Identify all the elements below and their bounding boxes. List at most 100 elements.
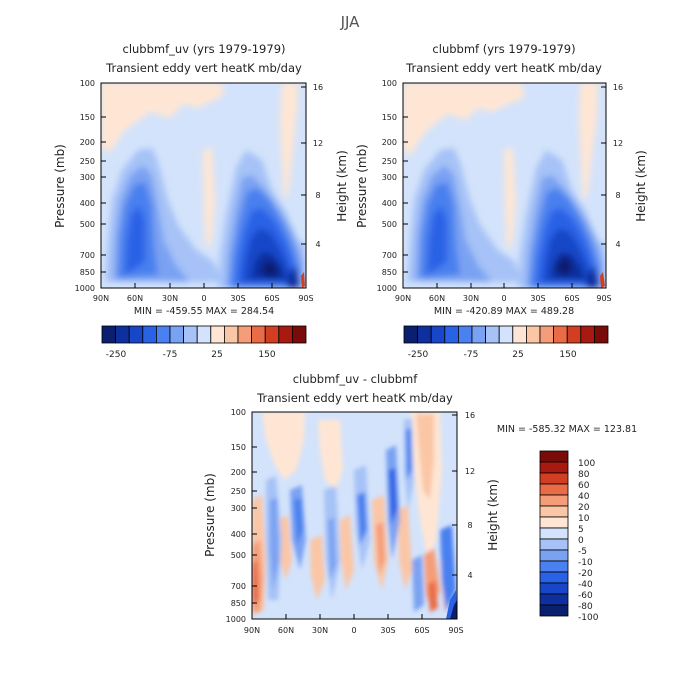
panel-c-ytick: 300 (231, 504, 246, 513)
panel-b-xtick-marks (436, 283, 573, 288)
panel-a-xtick: 90N (93, 294, 109, 303)
panel-c-colorbar: 100 80 60 40 20 10 5 0 -5 -10 -20 -40 -6… (539, 450, 599, 623)
colorbar-swatch (155, 325, 171, 344)
colorbar-swatch (457, 325, 473, 344)
panel-c-orange-mid-top (318, 420, 343, 490)
colorbar-swatch (566, 325, 582, 344)
panel-c-y2tick: 8 (467, 521, 472, 530)
panel-c-y2label: Height (km) (486, 479, 500, 550)
panel-a-subtitle: Transient eddy vert heatK mb/day (105, 61, 302, 75)
panel-c-xtick: 90N (244, 626, 260, 635)
panel-a-y2tick: 8 (315, 191, 320, 200)
panel-a-heatmap (101, 83, 306, 288)
panel-c-blue-6b (389, 468, 397, 525)
panel-c-xtick: 0 (351, 626, 356, 635)
colorbar-swatch (142, 325, 157, 344)
panel-c-ytick: 100 (231, 408, 246, 417)
panel-c-colorbar-label: 60 (578, 481, 590, 491)
panel-a-ytick: 100 (80, 79, 95, 88)
panel-a-title: clubbmf_uv (yrs 1979-1979) (123, 42, 286, 56)
panel-b-y2-ticks: 16 12 8 4 (601, 83, 623, 249)
panel-c-y2-ticks: 16 12 8 4 (452, 411, 475, 580)
panel-a-nh-level-4 (125, 205, 145, 275)
panel-c-orange-blob-1 (278, 515, 292, 580)
panel-b-colorbar-label: -250 (408, 350, 429, 360)
panel-a-y2tick: 4 (315, 240, 320, 249)
colorbar-swatch (594, 325, 609, 344)
panel-a-xtick-marks (134, 283, 273, 288)
panel-a-xtick: 60N (127, 294, 143, 303)
panel-b-stats: MIN = -420.89 MAX = 489.28 (434, 306, 574, 317)
panel-b-colorbar-label: 25 (512, 350, 523, 360)
panel-c-ytick: 200 (231, 468, 246, 477)
panel-c: clubbmf_uv - clubbmf Transient eddy vert… (203, 372, 637, 635)
colorbar-swatch (539, 461, 569, 474)
panel-c-orange-nh-top (262, 412, 305, 480)
panel-a-xtick: 60S (264, 294, 279, 303)
panel-b-ytick: 850 (382, 268, 397, 277)
colorbar-swatch (169, 325, 185, 344)
panel-b-ytick: 500 (382, 220, 397, 229)
panel-b-colorbar-label: -75 (464, 350, 479, 360)
panel-c-colorbar-label: -5 (578, 547, 587, 557)
colorbar-swatch (512, 325, 527, 344)
panel-c-ytick: 250 (231, 487, 246, 496)
panel-c-colorbar-label: 100 (578, 459, 595, 469)
panel-a-ytick: 1000 (75, 284, 95, 293)
panel-b-red-spot (600, 272, 605, 288)
colorbar-swatch (539, 325, 555, 344)
panel-c-y2tick: 4 (467, 571, 472, 580)
panel-a-x-ticks: 90N 60N 30N 0 30S 60S 90S (93, 283, 314, 303)
panel-c-blue-9 (440, 525, 456, 612)
panel-a-ytick: 500 (80, 220, 95, 229)
panel-c-blue-2 (270, 498, 279, 590)
panel-b: clubbmf (yrs 1979-1979) Transient eddy v… (355, 42, 648, 360)
page-title: JJA (340, 13, 361, 31)
panel-a-colorbar-label: -75 (163, 350, 178, 360)
panel-c-ylabel: Pressure (mb) (203, 473, 217, 557)
colorbar-swatch (539, 527, 569, 540)
panel-b-ytick: 250 (382, 157, 397, 166)
panel-a-colorbar: -250 -75 25 150 (101, 325, 307, 360)
colorbar-swatch (539, 516, 569, 529)
panel-c-colorbar-label: -60 (578, 591, 593, 601)
panel-a-y2tick: 12 (313, 139, 323, 148)
colorbar-swatch (539, 538, 569, 551)
colorbar-swatch (539, 593, 569, 606)
panel-b-ytick: 300 (382, 173, 397, 182)
panel-c-colorbar-label: 5 (578, 525, 584, 535)
panel-c-colorbar-label: 0 (578, 536, 584, 546)
panel-c-blue-4b (328, 518, 336, 580)
panel-c-y-ticks: 100 150 200 250 300 400 500 700 850 1000 (226, 408, 257, 624)
panel-c-orange-left-core (252, 560, 259, 604)
panel-b-colorbar-label: 150 (559, 350, 576, 360)
panel-c-blue-8 (412, 555, 424, 612)
colorbar-swatch (115, 325, 130, 344)
panel-b-colorbar: -250 -75 25 150 (403, 325, 609, 360)
colorbar-swatch (539, 582, 569, 595)
panel-a-y2tick: 16 (313, 83, 323, 92)
panel-a-ytick: 400 (80, 199, 95, 208)
panel-b-y2tick: 8 (615, 191, 620, 200)
panel-a-y-ticks: 100 150 200 250 300 400 500 700 850 1000 (75, 79, 106, 293)
panel-b-y2tick: 12 (613, 139, 623, 148)
colorbar-swatch (526, 325, 541, 344)
colorbar-swatch (498, 325, 514, 344)
panel-c-ytick: 500 (231, 551, 246, 560)
colorbar-swatch (539, 483, 569, 496)
panel-c-blue-3b (294, 498, 303, 545)
panel-b-colorbar-swatches (403, 325, 609, 344)
panel-b-ylabel: Pressure (mb) (355, 144, 369, 228)
panel-b-xtick: 60N (429, 294, 445, 303)
panel-c-colorbar-label: -40 (578, 580, 593, 590)
panel-a-ytick: 150 (80, 113, 95, 122)
panel-b-ytick: 150 (382, 113, 397, 122)
panel-a-xtick: 0 (201, 294, 206, 303)
panel-b-xtick: 90N (395, 294, 411, 303)
panel-b-ytick: 700 (382, 251, 397, 260)
panel-c-orange-blob-5 (398, 505, 412, 590)
panel-a-sh-core (261, 262, 279, 279)
panel-c-heatmap (252, 412, 457, 619)
